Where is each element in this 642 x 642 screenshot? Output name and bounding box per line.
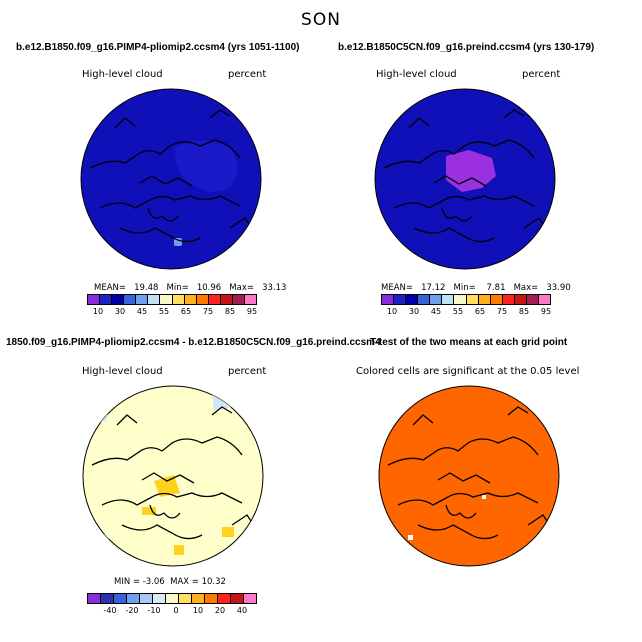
coastline [387,406,554,540]
significance-note: Colored cells are significant at the 0.0… [356,366,580,377]
yellow-anomaly [154,475,180,497]
purple-cloud-region [446,150,496,192]
yellow-anomaly [222,527,234,537]
units-label-bottom-left: percent [228,366,267,377]
polar-map-bottom-left [82,385,264,567]
map-fill [80,88,262,270]
colorbar-top-right [381,294,551,305]
stats-bottom-left: MIN = -3.06 MAX = 10.32 [114,577,226,587]
colorbar-ticks-top-left: 10 30 45 55 65 75 85 95 [92,307,258,316]
variable-label-top-right: High-level cloud [376,69,457,80]
season-title: SON [301,10,341,30]
colorbar-top-left [87,294,257,305]
stats-top-right: MEAN= 17.12 Min= 7.81 Max= 33.90 [381,283,571,293]
yellow-anomaly [142,507,156,515]
units-label-top-left: percent [228,69,267,80]
polar-map-top-left [80,88,262,270]
colorbar-ticks-bottom-left: -40 -20 -10 0 10 20 40 [103,606,248,615]
yellow-anomaly [174,545,184,555]
units-label-top-right: percent [522,69,561,80]
variable-label-bottom-left: High-level cloud [82,366,163,377]
non-significant-cell [482,495,486,499]
coastline [89,109,256,243]
non-significant-cell [408,535,413,540]
coastline [91,406,258,540]
panel-title-bottom-right: T-test of the two means at each grid poi… [370,337,568,348]
panel-title-bottom-left: 1850.f09_g16.PIMP4-pliomip2.ccsm4 - b.e1… [6,337,381,348]
colorbar-ticks-top-right: 10 30 45 55 65 75 85 95 [386,307,552,316]
stats-top-left: MEAN= 19.48 Min= 10.96 Max= 33.13 [94,283,287,293]
polar-map-top-right [374,88,556,270]
map-fill [378,385,560,567]
panel-title-top-right: b.e12.B1850C5CN.f09_g16.preind.ccsm4 (yr… [338,42,595,53]
colorbar-bottom-left [87,593,257,604]
lighter-cloud-region [175,140,238,192]
coastline [383,109,550,243]
polar-map-bottom-right [378,385,560,567]
variable-label-top-left: High-level cloud [82,69,163,80]
panel-title-top-left: b.e12.B1850.f09_g16.PIMP4-pliomip2.ccsm4… [16,42,300,53]
